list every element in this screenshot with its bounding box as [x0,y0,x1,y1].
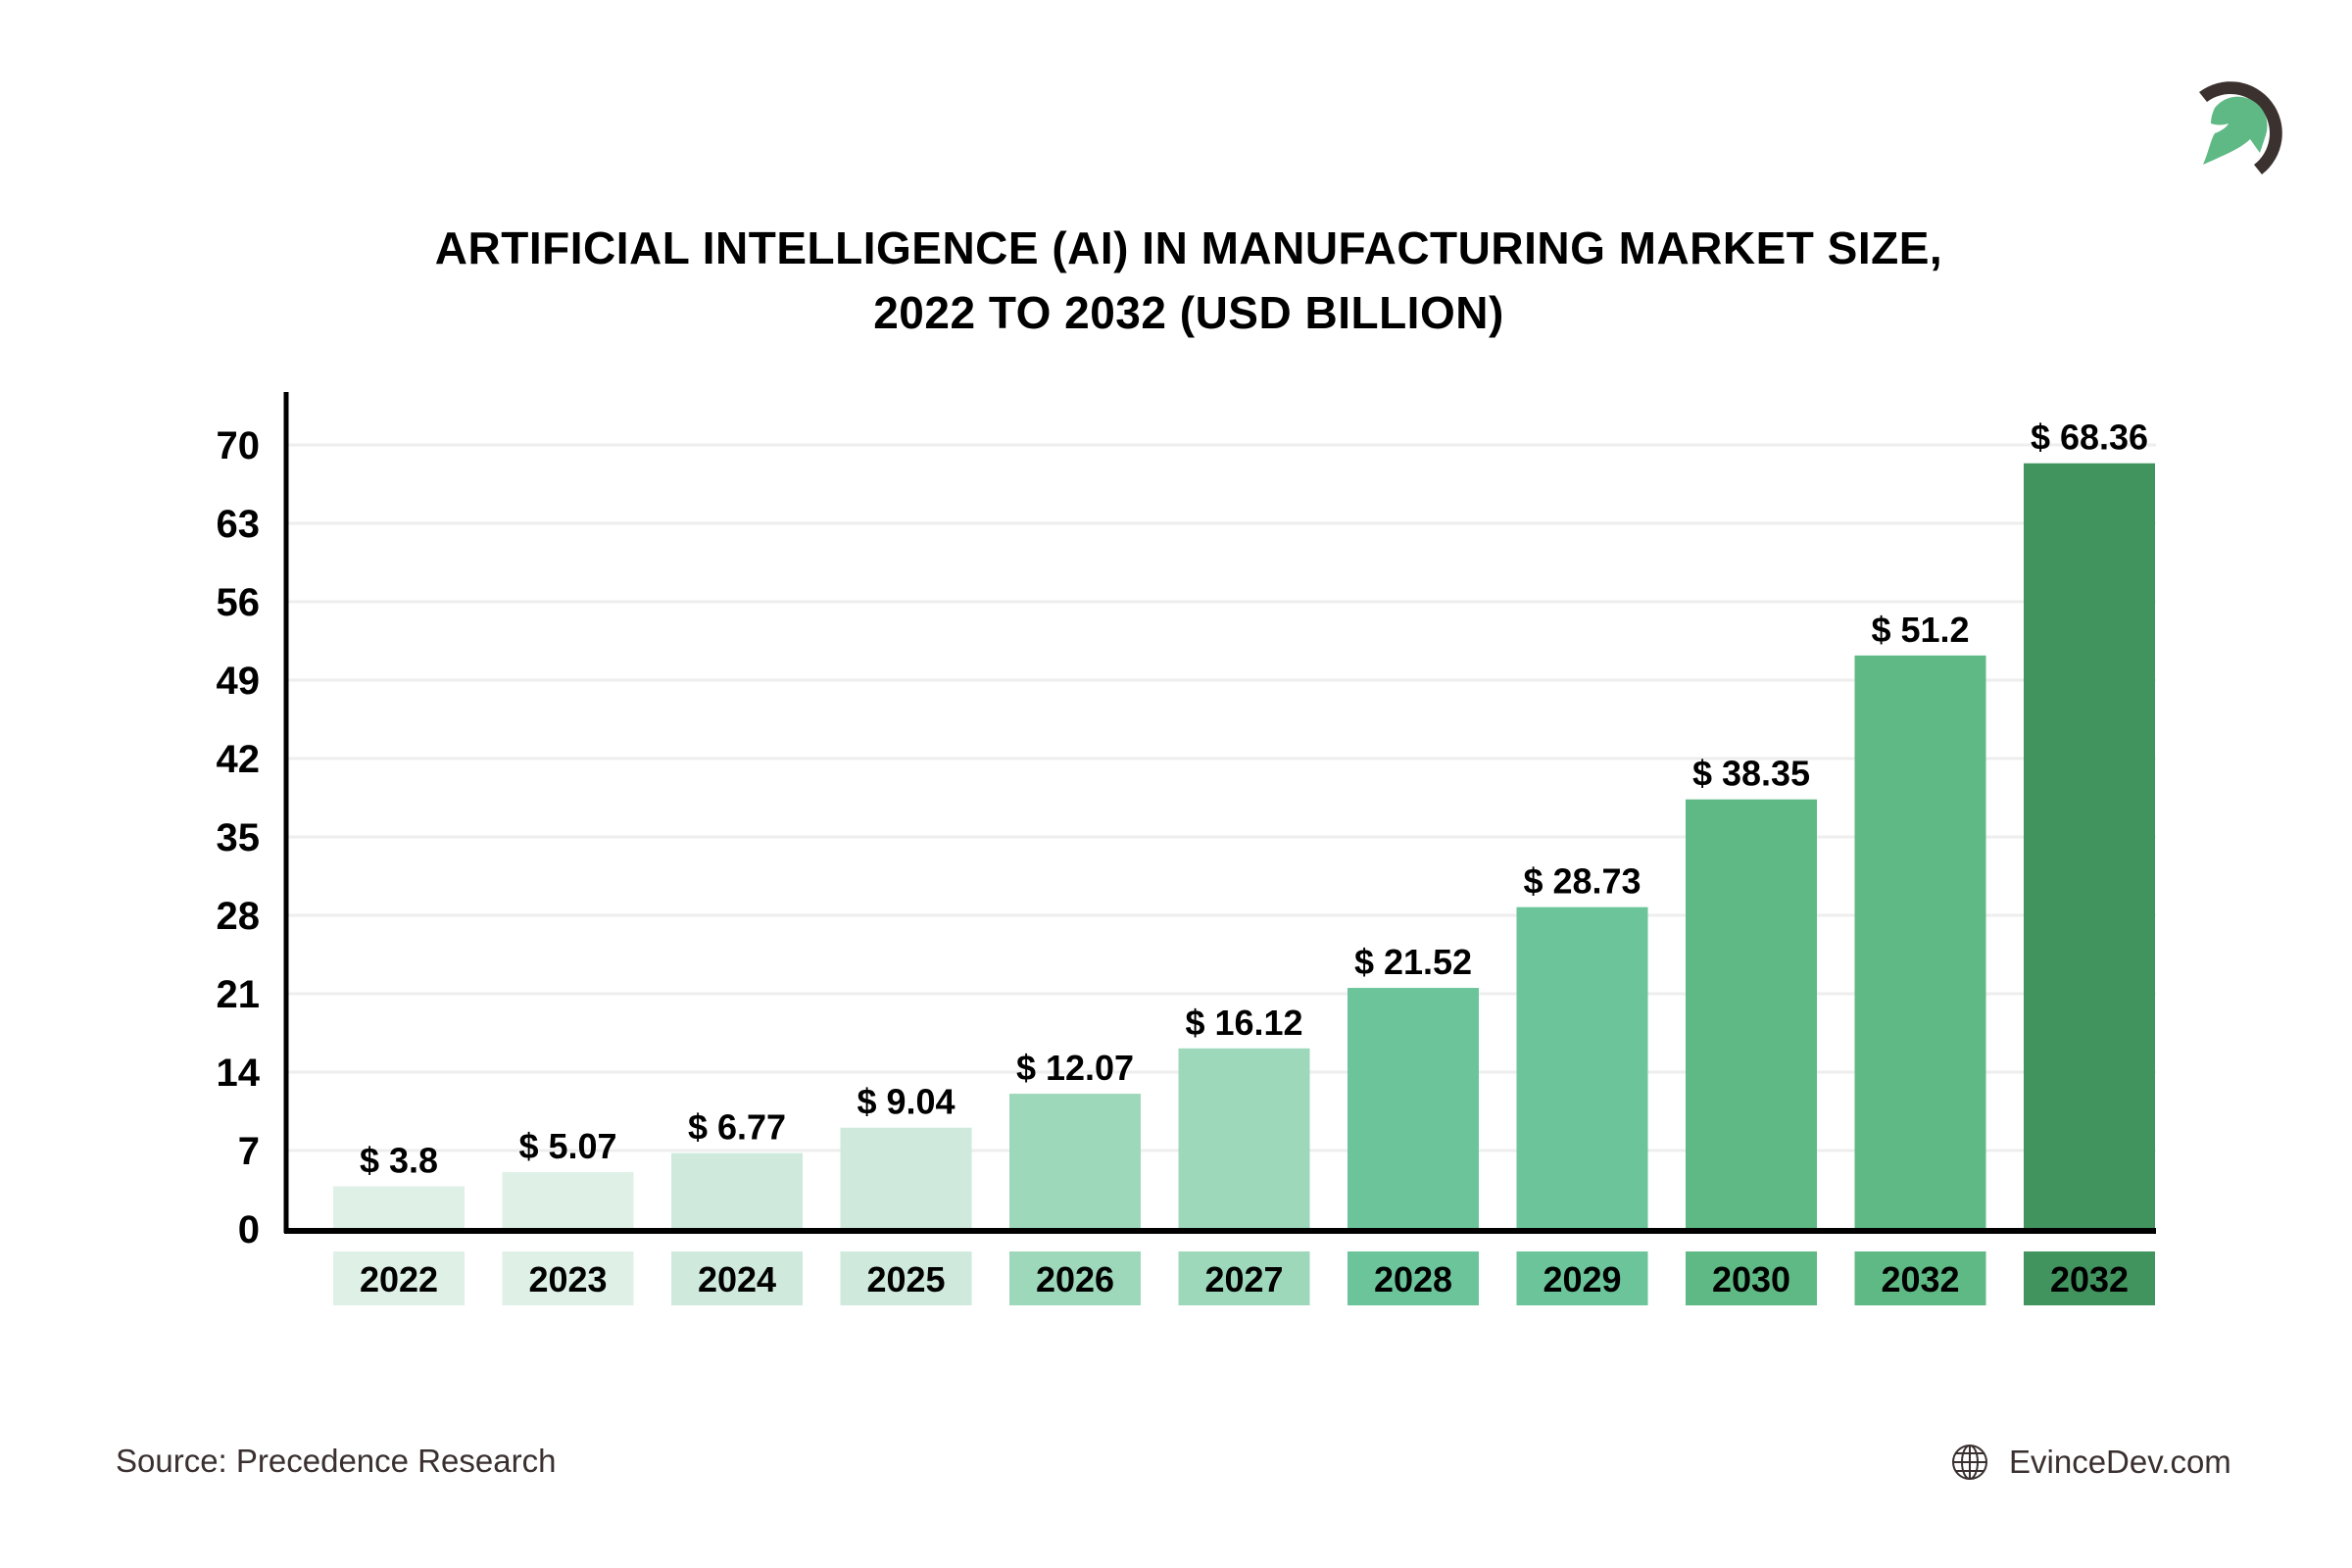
y-tick-label: 63 [217,503,261,546]
y-tick-label: 0 [238,1208,260,1251]
spartan-helmet-logo-icon [2199,81,2282,174]
bar [1686,799,1817,1229]
y-tick-label: 49 [217,660,261,703]
data-label: $ 28.73 [1523,861,1641,902]
data-label: $ 9.04 [857,1082,955,1122]
y-tick-label: 7 [238,1130,260,1173]
chart-title: ARTIFICIAL INTELLIGENCE (AI) IN MANUFACT… [0,216,2352,345]
x-tick-box [333,1251,465,1305]
bar [1348,988,1479,1229]
x-tick-label: 2032 [1881,1259,1959,1299]
bar [1178,1048,1310,1229]
bar [840,1127,972,1229]
bar [1009,1094,1141,1229]
data-label: $ 51.2 [1871,610,1969,650]
x-tick-box [502,1251,634,1305]
data-label: $ 5.07 [518,1126,616,1166]
globe-icon [1952,1445,1987,1480]
y-tick-label: 28 [217,895,261,938]
bar-chart: 0 7 14 21 28 35 42 49 56 63 70 $ 3.8 2022 $ 5.07 2023 $… [217,392,2156,1305]
x-tick-label: 2028 [1374,1259,1452,1299]
x-tick-box [2024,1251,2155,1305]
x-tick-label: 2024 [698,1259,776,1299]
data-label: $ 12.07 [1016,1048,1134,1088]
chart-title-line-2: 2022 TO 2032 (USD BILLION) [873,287,1504,338]
data-label: $ 3.8 [360,1141,438,1181]
data-label: $ 21.52 [1354,942,1472,982]
x-tick-label: 2027 [1204,1259,1283,1299]
y-tick-label: 35 [217,816,261,859]
website[interactable]: EvinceDev.com [1950,1443,2231,1482]
y-tick-label: 21 [217,973,261,1016]
chart-title-line-1: ARTIFICIAL INTELLIGENCE (AI) IN MANUFACT… [434,222,1943,273]
x-tick-box [1516,1251,1648,1305]
x-tick-label: 2026 [1036,1259,1114,1299]
x-tick-box [1686,1251,1817,1305]
x-tick-box [840,1251,972,1305]
website-link[interactable]: EvinceDev.com [2009,1444,2231,1480]
bar [502,1172,634,1229]
x-tick-label: 2022 [360,1259,438,1299]
bar [671,1152,803,1229]
y-tick-label: 70 [217,424,261,467]
x-tick-label: 2030 [1712,1259,1790,1299]
x-tick-label: 2029 [1543,1259,1621,1299]
y-tick-label: 56 [217,581,261,624]
data-label: $ 38.35 [1692,754,1810,794]
x-tick-box [1009,1251,1141,1305]
x-tick-box [1178,1251,1310,1305]
source-text: Source: Precedence Research [116,1443,557,1479]
x-tick-label: 2025 [866,1259,945,1299]
data-label: $ 16.12 [1185,1003,1302,1043]
y-tick-label: 42 [217,738,261,781]
x-tick-box [671,1251,803,1305]
x-tick-label: 2032 [2050,1259,2129,1299]
x-tick-label: 2023 [528,1259,607,1299]
data-label: $ 6.77 [688,1107,786,1148]
x-tick-box [1854,1251,1986,1305]
bar [1854,655,1986,1229]
bar [1516,906,1648,1229]
y-tick-label: 14 [217,1052,261,1095]
data-label: $ 68.36 [2031,417,2148,458]
bar [333,1186,465,1229]
bar [2024,463,2155,1229]
x-tick-box [1348,1251,1479,1305]
